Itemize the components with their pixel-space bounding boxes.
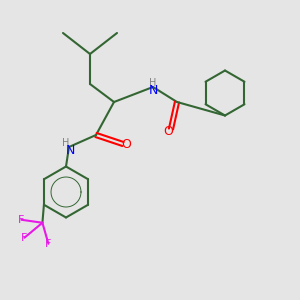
Text: H: H	[149, 77, 157, 88]
Text: O: O	[163, 125, 173, 139]
Text: N: N	[66, 144, 75, 157]
Text: N: N	[148, 84, 158, 97]
Text: H: H	[62, 137, 70, 148]
Text: O: O	[121, 137, 131, 151]
Text: F: F	[21, 233, 28, 243]
Text: F: F	[45, 239, 52, 249]
Text: F: F	[18, 215, 25, 225]
